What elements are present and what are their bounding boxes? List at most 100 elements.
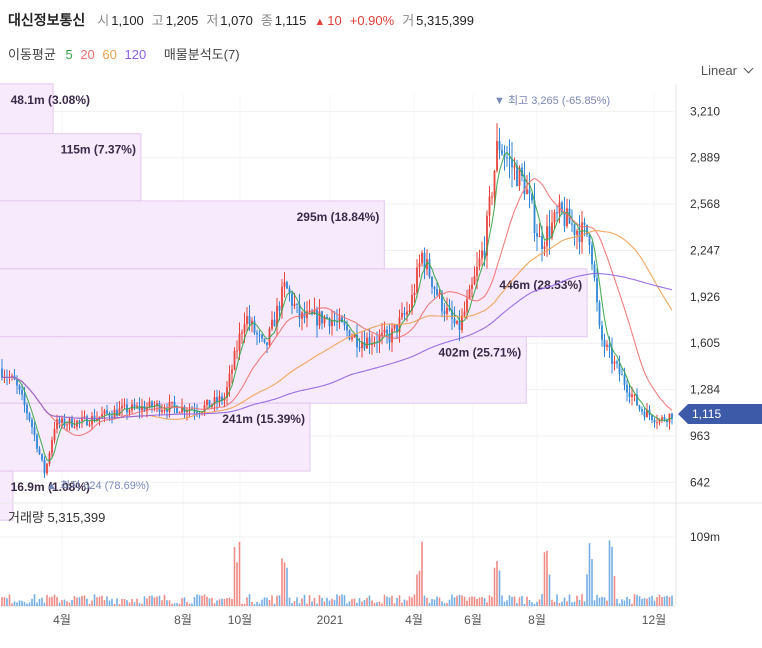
volume-bar — [346, 603, 348, 606]
volume-profile-bar — [0, 268, 588, 338]
volume-bar — [591, 559, 593, 606]
candle-body — [16, 379, 18, 386]
candle-body — [228, 373, 231, 388]
volume-bar — [23, 601, 26, 606]
volume-bar — [186, 601, 188, 606]
candle-body — [278, 305, 281, 311]
volume-bar — [108, 600, 111, 606]
change-percent: +0.90% — [349, 13, 395, 28]
candle-body — [378, 335, 381, 343]
candle-body — [448, 307, 451, 310]
price-tick-label: 2,247 — [690, 243, 720, 257]
volume-bar — [131, 599, 133, 606]
moving-average-legend[interactable]: 이동평균 5 20 60 120 매물분석도(7) — [8, 44, 246, 63]
volume-bar — [193, 597, 196, 606]
candle-body — [341, 317, 343, 322]
volume-bar — [116, 598, 118, 606]
volume-bar — [258, 603, 261, 606]
candle-body — [181, 406, 183, 413]
volume-bar — [426, 597, 428, 606]
candle-body — [396, 324, 398, 332]
volume-bar — [248, 594, 251, 606]
candle-body — [173, 401, 176, 407]
volume-bar — [283, 562, 286, 606]
volume-bar — [8, 594, 11, 606]
volume-bar — [88, 603, 91, 606]
volume-bar — [208, 598, 211, 606]
candle-body — [41, 453, 43, 460]
volume-bar — [211, 597, 213, 606]
candle-body — [63, 418, 66, 426]
volume-bar — [458, 594, 461, 606]
volume-bar — [203, 594, 206, 606]
volume-bar — [471, 596, 473, 606]
time-tick-label: 4월 — [405, 613, 423, 627]
candle-body — [563, 211, 566, 227]
volume-bar — [488, 595, 491, 606]
open-price: 1,100 — [111, 13, 144, 28]
price-tick-label: 2,568 — [690, 197, 720, 211]
ma-20[interactable]: 20 — [80, 47, 95, 62]
volume-bar — [86, 598, 88, 606]
candle-body — [233, 351, 236, 370]
candle-body — [196, 411, 198, 413]
close-label: 종 — [260, 13, 273, 28]
candle-body — [83, 416, 86, 418]
volume-bar — [363, 600, 366, 606]
candle-body — [601, 325, 603, 340]
candle-body — [346, 325, 348, 331]
volume-bar — [68, 602, 71, 606]
volume-bar — [646, 598, 648, 606]
volume-bar — [538, 599, 541, 606]
volume-bar — [281, 558, 283, 606]
volume-bar — [606, 600, 608, 606]
volume-bar — [261, 599, 263, 606]
candle-body — [486, 215, 488, 256]
candle-body — [288, 288, 291, 294]
volume-bar — [253, 603, 256, 606]
volume-bar — [236, 562, 238, 606]
volume-bar — [328, 600, 331, 606]
volume-bar — [66, 601, 68, 606]
candle-body — [423, 252, 426, 270]
candle-body — [616, 361, 618, 364]
candle-body — [553, 212, 556, 223]
candle-body — [371, 343, 373, 346]
candle-body — [543, 246, 546, 249]
volume-bar — [216, 600, 218, 606]
volume-bar — [596, 594, 598, 606]
volume-bar — [506, 600, 508, 606]
volume-profile-toggle[interactable]: 매물분석도(7) — [163, 47, 240, 62]
candle-body — [111, 416, 113, 418]
volume-bar — [461, 595, 463, 606]
ma-120[interactable]: 120 — [124, 47, 147, 62]
ma-5[interactable]: 5 — [65, 47, 73, 62]
low-label: 저 — [206, 13, 219, 28]
volume-bar — [81, 595, 83, 606]
candle-body — [368, 337, 371, 346]
volume-bar — [666, 595, 668, 606]
volume-bar — [26, 603, 28, 606]
candle-body — [613, 361, 616, 364]
volume-bar — [46, 594, 48, 606]
volume-bar — [41, 597, 43, 606]
candle-body — [583, 222, 586, 225]
up-triangle-icon: ▲ — [314, 16, 326, 28]
volume-bar — [223, 598, 226, 606]
volume-bar — [473, 596, 476, 606]
volume-bar — [406, 600, 408, 606]
volume-bar — [76, 597, 78, 606]
candle-body — [628, 392, 631, 398]
volume-bar — [366, 597, 368, 606]
current-price-label: 1,115 — [692, 407, 721, 421]
volume-bar — [331, 598, 333, 606]
price-tick-label: 1,605 — [690, 336, 720, 350]
ma-60[interactable]: 60 — [102, 47, 117, 62]
volume-bar — [358, 598, 361, 606]
volume-bar — [181, 598, 183, 606]
volume-bar — [668, 596, 671, 606]
scale-selector[interactable]: Linear — [701, 63, 754, 78]
volume-bar — [631, 603, 633, 606]
candle-body — [531, 193, 533, 201]
